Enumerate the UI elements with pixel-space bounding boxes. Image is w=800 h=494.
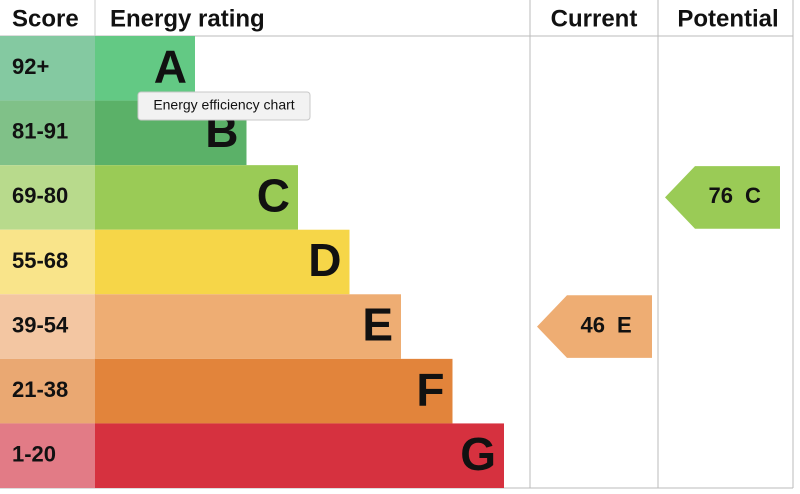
score-label: 69-80 xyxy=(12,183,68,208)
score-label: 21-38 xyxy=(12,377,68,402)
band-letter: E xyxy=(362,299,393,351)
band-letter: D xyxy=(308,234,341,286)
bands: 92+ A81-91 B69-80 C55-68 D39-54 E21-38 F1-20 G xyxy=(0,36,504,488)
score-cell xyxy=(0,423,95,488)
score-cell xyxy=(0,229,95,295)
score-cell xyxy=(0,36,95,101)
header-rating: Energy rating xyxy=(110,5,265,32)
rating-bar xyxy=(95,423,504,488)
score-label: 1-20 xyxy=(12,442,56,467)
score-cell xyxy=(0,165,95,230)
current-arrow xyxy=(537,295,652,358)
arrows: 46 E 76 C xyxy=(537,166,780,358)
potential-arrow xyxy=(665,166,780,229)
tooltip-box xyxy=(137,91,311,121)
band-letter: F xyxy=(416,363,444,415)
score-cell xyxy=(0,100,95,166)
score-cell xyxy=(0,294,95,359)
header-score: Score xyxy=(12,5,79,32)
rating-bar xyxy=(95,294,401,359)
potential-value: 76 xyxy=(709,183,733,208)
score-label: 55-68 xyxy=(12,248,68,273)
score-label: 92+ xyxy=(12,54,49,79)
band-letter: G xyxy=(460,428,496,480)
current-letter: E xyxy=(617,312,632,337)
band-letter: C xyxy=(257,170,290,222)
rating-bar xyxy=(95,165,298,230)
rating-bar xyxy=(95,229,350,295)
current-value: 46 xyxy=(581,312,605,337)
rating-bar xyxy=(95,358,453,424)
score-cell xyxy=(0,358,95,424)
header-potential: Potential xyxy=(677,5,778,32)
header-current: Current xyxy=(551,5,638,32)
tooltip-text: Energy efficiency chart xyxy=(153,97,294,113)
score-label: 39-54 xyxy=(12,312,69,337)
score-label: 81-91 xyxy=(12,119,68,144)
band-letter: A xyxy=(154,40,187,92)
rating-bar xyxy=(95,36,195,101)
tooltip: Energy efficiency chart xyxy=(137,91,311,121)
potential-letter: C xyxy=(745,183,761,208)
